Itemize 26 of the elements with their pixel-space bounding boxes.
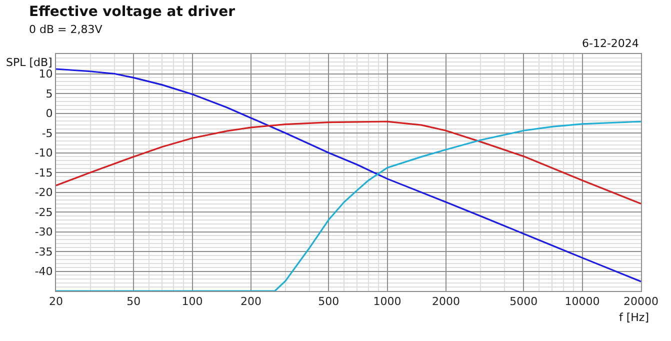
y-tick-label: 5 — [46, 87, 53, 100]
text: 6-12-2024 — [582, 37, 639, 50]
x-tick-label: 100 — [182, 295, 203, 308]
chart-title: Effective voltage at driver — [29, 4, 236, 20]
y-tick-label: -5 — [42, 126, 53, 140]
y-axis-title: SPL [dB] — [6, 56, 52, 69]
x-tick-label: 10000 — [564, 295, 600, 308]
x-tick-label: 20000 — [624, 295, 658, 308]
x-tick-label: 5000 — [510, 295, 538, 308]
y-tick-label: -15 — [34, 166, 53, 180]
y-tick-label: -35 — [34, 245, 53, 258]
y-tick-label: 10 — [38, 68, 53, 81]
y-tick-label: -20 — [34, 186, 53, 200]
y-tick-label: -40 — [34, 265, 53, 278]
y-tick-label: -30 — [34, 226, 53, 239]
chart-subtitle: 0 dB = 2,83V — [29, 23, 103, 36]
x-axis-title: f [Hz] — [619, 311, 649, 324]
x-tick-label: 500 — [318, 295, 340, 308]
y-tick-label: -25 — [34, 206, 53, 219]
x-tick-label: 2000 — [432, 295, 460, 308]
x-tick-label: 200 — [240, 295, 262, 308]
y-tick-label: -10 — [34, 146, 53, 160]
x-tick-label: 1000 — [373, 295, 402, 308]
x-tick-label: 50 — [126, 295, 141, 308]
x-tick-label: 20 — [49, 295, 63, 308]
y-tick-label: 0 — [46, 107, 53, 120]
